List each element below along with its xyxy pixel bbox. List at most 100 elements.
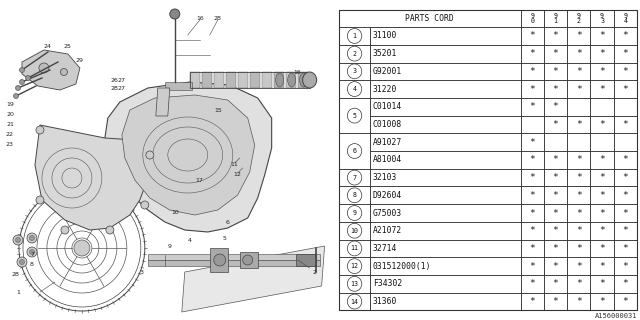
- Text: *: *: [599, 297, 605, 306]
- Polygon shape: [156, 88, 170, 116]
- Text: 17: 17: [196, 178, 204, 182]
- Text: *: *: [622, 226, 628, 235]
- Polygon shape: [262, 72, 271, 88]
- Text: 25: 25: [64, 44, 72, 49]
- Text: 24: 24: [44, 44, 52, 49]
- Bar: [567, 187, 591, 204]
- Text: PARTS CORD: PARTS CORD: [405, 14, 454, 23]
- Circle shape: [348, 259, 362, 274]
- Bar: [521, 62, 544, 80]
- Text: 2: 2: [353, 51, 356, 57]
- Ellipse shape: [74, 240, 90, 256]
- Circle shape: [348, 241, 362, 256]
- Ellipse shape: [39, 63, 49, 73]
- Circle shape: [106, 226, 114, 234]
- Bar: [614, 169, 637, 187]
- Text: 7: 7: [30, 252, 34, 257]
- Text: *: *: [576, 120, 582, 129]
- Bar: [521, 257, 544, 275]
- Circle shape: [26, 76, 31, 81]
- Circle shape: [13, 235, 23, 245]
- Text: *: *: [553, 297, 559, 306]
- Text: 32103: 32103: [372, 173, 397, 182]
- Bar: [591, 257, 614, 275]
- Text: *: *: [529, 209, 535, 218]
- Text: *: *: [599, 173, 605, 182]
- Text: 28: 28: [214, 15, 221, 20]
- Ellipse shape: [287, 73, 296, 87]
- Bar: [339, 169, 370, 187]
- Bar: [614, 10, 637, 27]
- Bar: [521, 240, 544, 257]
- Text: *: *: [553, 279, 559, 288]
- Bar: [567, 293, 591, 310]
- Bar: [339, 62, 370, 80]
- Circle shape: [29, 236, 35, 241]
- Text: *: *: [599, 262, 605, 271]
- Text: *: *: [529, 297, 535, 306]
- Circle shape: [348, 294, 362, 309]
- Text: 19: 19: [6, 101, 14, 107]
- Text: *: *: [599, 226, 605, 235]
- Circle shape: [243, 255, 253, 265]
- Bar: [567, 151, 591, 169]
- Bar: [567, 169, 591, 187]
- Text: 4: 4: [188, 237, 192, 243]
- Bar: [370, 116, 521, 133]
- Text: *: *: [576, 31, 582, 40]
- Text: *: *: [576, 173, 582, 182]
- Text: *: *: [622, 262, 628, 271]
- Bar: [544, 187, 567, 204]
- Bar: [339, 133, 370, 169]
- Text: A156000031: A156000031: [595, 313, 637, 319]
- Bar: [591, 275, 614, 293]
- Text: 5: 5: [353, 113, 356, 119]
- Circle shape: [36, 126, 44, 134]
- Bar: [370, 80, 521, 98]
- Bar: [339, 98, 370, 133]
- Bar: [614, 133, 637, 151]
- Text: *: *: [576, 191, 582, 200]
- Polygon shape: [285, 72, 296, 88]
- Circle shape: [348, 82, 362, 97]
- Bar: [370, 62, 521, 80]
- Text: 27: 27: [118, 77, 126, 83]
- Text: 14: 14: [351, 299, 358, 305]
- Bar: [591, 293, 614, 310]
- Bar: [591, 27, 614, 45]
- Text: 6: 6: [226, 220, 230, 225]
- Bar: [370, 27, 521, 45]
- Text: *: *: [529, 244, 535, 253]
- Bar: [521, 169, 544, 187]
- Bar: [521, 204, 544, 222]
- Polygon shape: [148, 254, 319, 260]
- Text: 11: 11: [231, 163, 239, 167]
- Polygon shape: [296, 254, 316, 266]
- Text: 031512000(1): 031512000(1): [372, 262, 431, 271]
- Text: *: *: [553, 31, 559, 40]
- Text: *: *: [529, 31, 535, 40]
- Text: *: *: [553, 226, 559, 235]
- Text: *: *: [576, 49, 582, 58]
- Text: *: *: [576, 156, 582, 164]
- Bar: [370, 257, 521, 275]
- Bar: [591, 133, 614, 151]
- Polygon shape: [165, 82, 192, 90]
- Text: *: *: [553, 102, 559, 111]
- Bar: [614, 222, 637, 240]
- Polygon shape: [190, 72, 200, 88]
- Text: 29: 29: [76, 58, 84, 62]
- Text: 9
2: 9 2: [577, 13, 580, 24]
- Ellipse shape: [300, 73, 308, 87]
- Bar: [567, 80, 591, 98]
- Bar: [339, 204, 370, 222]
- Bar: [614, 62, 637, 80]
- Text: *: *: [576, 226, 582, 235]
- Ellipse shape: [276, 73, 284, 87]
- Text: *: *: [622, 120, 628, 129]
- Text: 7: 7: [353, 175, 356, 180]
- Text: 23: 23: [6, 141, 14, 147]
- Text: 22: 22: [6, 132, 14, 137]
- Circle shape: [19, 79, 24, 84]
- Circle shape: [348, 276, 362, 291]
